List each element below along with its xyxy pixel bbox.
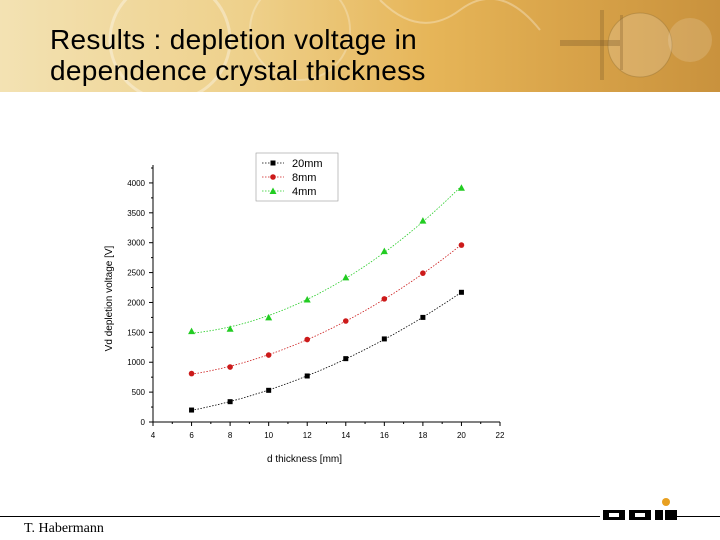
- data-point-20mm: [458, 289, 464, 295]
- legend-marker-4mm: [269, 187, 277, 194]
- title-banner: Results : depletion voltage in dependenc…: [0, 0, 720, 92]
- data-point-20mm: [227, 399, 233, 405]
- data-point-8mm: [265, 352, 272, 358]
- data-point-20mm: [381, 336, 387, 342]
- x-axis-label: d thickness [mm]: [267, 454, 342, 465]
- data-point-20mm: [420, 314, 426, 320]
- gsi-logo: [603, 498, 677, 520]
- fit-curve-4mm: [191, 185, 462, 334]
- data-point-4mm: [265, 313, 273, 321]
- data-point-8mm: [458, 242, 465, 248]
- slide-title: Results : depletion voltage in dependenc…: [50, 24, 426, 86]
- banner-decoration: [108, 0, 712, 92]
- legend-label-20mm: 20mm: [292, 158, 323, 170]
- y-tick-label: 0: [141, 418, 146, 427]
- y-tick-label: 4000: [127, 179, 145, 188]
- legend-box: [255, 152, 339, 202]
- y-axis-label: Vd depletion voltage [V]: [104, 245, 115, 351]
- slide-title-line2: dependence crystal thickness: [50, 55, 426, 86]
- data-point-4mm: [342, 273, 350, 281]
- x-tick-label: 4: [151, 431, 156, 440]
- x-tick-label: 20: [457, 431, 466, 440]
- y-tick-label: 3000: [127, 239, 145, 248]
- data-point-4mm: [226, 325, 234, 332]
- x-tick-label: 18: [418, 431, 427, 440]
- data-point-8mm: [420, 270, 426, 276]
- data-point-20mm: [343, 356, 349, 362]
- data-point-4mm: [419, 217, 427, 224]
- x-tick-label: 10: [264, 431, 273, 440]
- y-tick-label: 500: [132, 388, 146, 397]
- legend-marker-8mm: [270, 174, 276, 180]
- x-tick-label: 16: [380, 431, 389, 440]
- x-tick-label: 6: [189, 431, 194, 440]
- data-point-20mm: [304, 373, 310, 379]
- slide-title-line1: Results : depletion voltage in: [50, 24, 417, 55]
- data-point-4mm: [303, 295, 311, 303]
- y-tick-label: 2000: [127, 298, 145, 307]
- footer-divider-right: [676, 516, 720, 517]
- data-point-20mm: [266, 387, 272, 393]
- data-point-20mm: [189, 407, 195, 413]
- footer-divider: [0, 516, 600, 517]
- x-tick-label: 22: [496, 431, 505, 440]
- data-point-4mm: [188, 327, 196, 335]
- data-point-8mm: [227, 364, 233, 370]
- y-tick-label: 1000: [127, 358, 145, 367]
- x-tick-label: 8: [228, 431, 233, 440]
- data-point-8mm: [342, 318, 349, 324]
- legend-marker-20mm: [270, 160, 276, 166]
- y-tick-label: 3500: [127, 209, 145, 218]
- fit-curve-8mm: [191, 244, 462, 375]
- legend-label-4mm: 4mm: [292, 186, 316, 198]
- fit-curve-20mm: [191, 291, 462, 411]
- legend-label-8mm: 8mm: [292, 172, 316, 184]
- data-point-8mm: [381, 296, 388, 302]
- x-tick-label: 14: [341, 431, 350, 440]
- author-name: T. Habermann: [24, 521, 104, 536]
- data-point-8mm: [304, 336, 311, 343]
- y-tick-label: 2500: [127, 269, 145, 278]
- data-point-8mm: [188, 370, 195, 377]
- data-point-4mm: [457, 184, 465, 191]
- x-tick-label: 12: [303, 431, 312, 440]
- depletion-voltage-chart: 4 6 8 10 12 14 16 18 20 22 0 500 1000 1500 2000 2500 300…: [104, 152, 505, 465]
- data-point-4mm: [380, 247, 388, 255]
- y-tick-label: 1500: [127, 328, 145, 337]
